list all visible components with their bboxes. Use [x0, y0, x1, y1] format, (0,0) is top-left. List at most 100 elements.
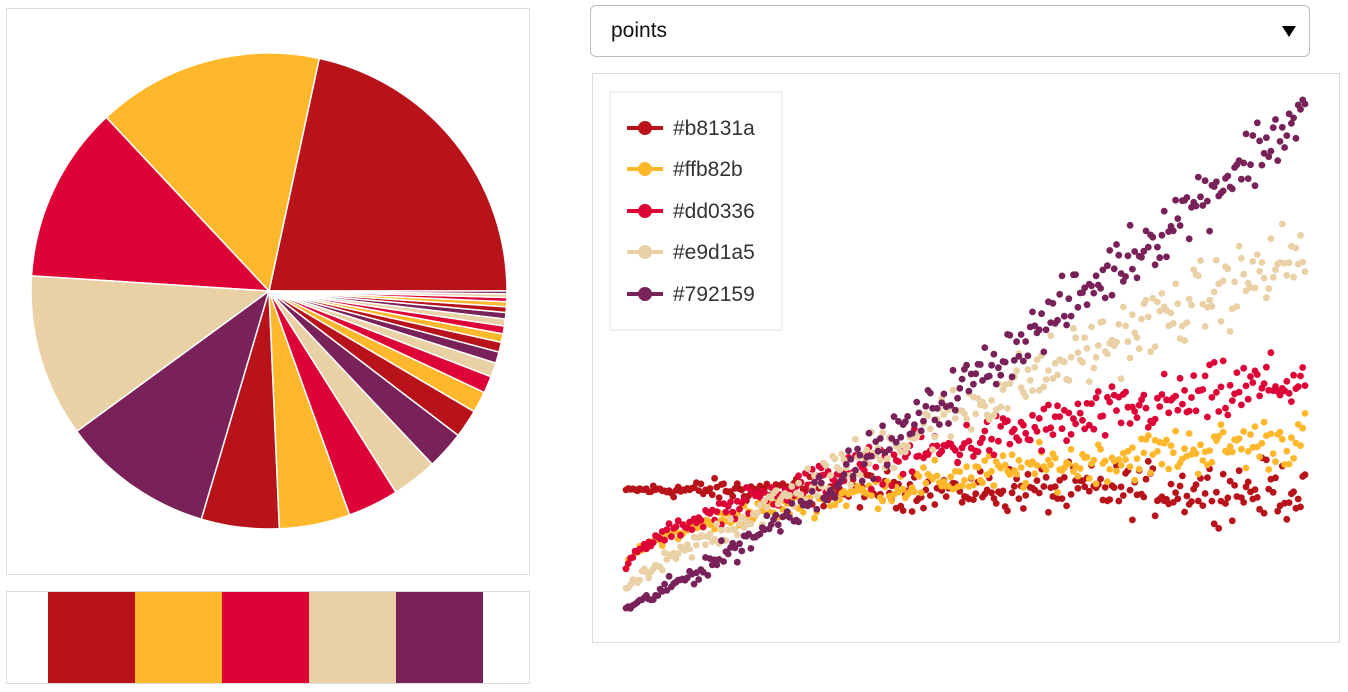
scatter-point	[1167, 480, 1175, 488]
scatter-point	[1217, 383, 1225, 391]
scatter-point	[831, 494, 839, 501]
scatter-point	[736, 540, 743, 548]
pie-slice[interactable]	[268, 57, 508, 292]
scatter-point	[1199, 202, 1207, 209]
scatter-point	[1283, 447, 1291, 455]
scatter-point	[1256, 505, 1263, 513]
scatter-point	[1140, 247, 1148, 255]
scatter-point	[990, 350, 998, 358]
scatter-point	[1199, 457, 1207, 464]
scatter-point	[1192, 481, 1200, 489]
scatter-point	[963, 415, 970, 423]
scatter-point	[988, 467, 995, 475]
scatter-point	[1233, 303, 1241, 310]
scatter-point	[1228, 185, 1236, 193]
scatter-point	[1074, 400, 1082, 408]
scatter-point	[1008, 451, 1016, 459]
scatter-point	[1265, 153, 1273, 161]
scatter-point	[693, 541, 700, 549]
scatter-point	[1015, 495, 1023, 503]
pie-slice[interactable]	[105, 52, 321, 293]
pie-slice[interactable]	[268, 290, 508, 295]
scatter-point	[1031, 363, 1039, 371]
scatter-point	[867, 485, 875, 493]
pie-slice[interactable]	[75, 289, 271, 521]
legend-item[interactable]: #ffb82b	[627, 158, 743, 181]
scatter-point	[1204, 413, 1211, 421]
scatter-point	[1094, 388, 1102, 395]
scatter-point	[1029, 387, 1036, 394]
scatter-point	[1260, 418, 1268, 426]
scatter-point	[1033, 356, 1041, 364]
scatter-point	[1088, 323, 1095, 331]
scatter-point	[956, 468, 964, 475]
scatter-point	[1081, 425, 1089, 433]
legend-item[interactable]: #dd0336	[627, 200, 755, 223]
scatter-point	[1092, 272, 1100, 280]
scatter-point	[729, 492, 737, 500]
scatter-point	[1288, 398, 1295, 405]
scatter-point	[1104, 478, 1111, 486]
scatter-point	[931, 433, 939, 441]
scatter-point	[1022, 492, 1030, 499]
scatter-point	[872, 463, 880, 471]
scatter-point	[1288, 120, 1295, 127]
scatter-point	[627, 581, 634, 589]
scatter-point	[797, 491, 805, 498]
scatter-point	[1267, 235, 1275, 243]
pie-slice[interactable]	[30, 275, 272, 433]
scatter-point	[1188, 301, 1195, 309]
scatter-point	[1253, 443, 1261, 451]
scatter-point	[1265, 285, 1273, 293]
scatter-point	[979, 434, 986, 442]
scatter-point	[1042, 326, 1050, 334]
scatter-point	[1258, 161, 1266, 169]
scatter-point	[890, 464, 898, 472]
scatter-point	[811, 479, 818, 486]
scatter-point	[695, 576, 703, 583]
legend-item[interactable]: #792159	[627, 283, 755, 306]
scatter-point	[870, 475, 877, 483]
legend-item[interactable]: #b8131a	[627, 117, 755, 140]
scatter-point	[895, 458, 902, 465]
scatter-point	[938, 399, 946, 407]
scatter-point	[1060, 464, 1068, 472]
scatter-point	[1004, 404, 1011, 412]
scatter-point	[956, 384, 964, 392]
scatter-point	[961, 477, 968, 484]
scatter-point	[1285, 259, 1293, 267]
scatter-point	[763, 512, 771, 520]
scatter-point	[1213, 256, 1220, 264]
legend-item[interactable]: #e9d1a5	[627, 241, 755, 264]
scatter-point	[1260, 380, 1268, 388]
scatter-point	[1165, 465, 1173, 473]
scatter-point	[672, 555, 680, 563]
scatter-point	[1294, 495, 1302, 503]
scatter-point	[1040, 483, 1048, 490]
scatter-point	[1033, 428, 1041, 435]
scatter-point	[931, 456, 939, 464]
scatter-point	[629, 554, 637, 561]
scatter-point	[940, 411, 948, 418]
scatter-point	[1253, 494, 1261, 501]
scatter-point	[788, 483, 796, 490]
scatter-point	[1126, 354, 1134, 362]
chart-type-select[interactable]: points	[590, 5, 1310, 57]
scatter-point	[1090, 289, 1098, 297]
legend-label: #b8131a	[673, 117, 755, 140]
scatter-point	[1117, 461, 1125, 469]
scatter-point	[1263, 363, 1270, 371]
scatter-point	[1079, 416, 1086, 424]
pie-slice[interactable]	[30, 116, 271, 292]
scatter-point	[1226, 381, 1234, 389]
scatter-point	[1144, 424, 1152, 431]
scatter-point	[1101, 432, 1109, 439]
scatter-point	[988, 489, 995, 497]
scatter-point	[1181, 508, 1188, 516]
scatter-point	[1099, 412, 1107, 420]
scatter-point	[979, 479, 986, 487]
scatter-point	[1167, 442, 1175, 449]
scatter-point	[911, 488, 918, 496]
scatter-point	[1081, 483, 1089, 491]
scatter-point	[1074, 349, 1082, 357]
